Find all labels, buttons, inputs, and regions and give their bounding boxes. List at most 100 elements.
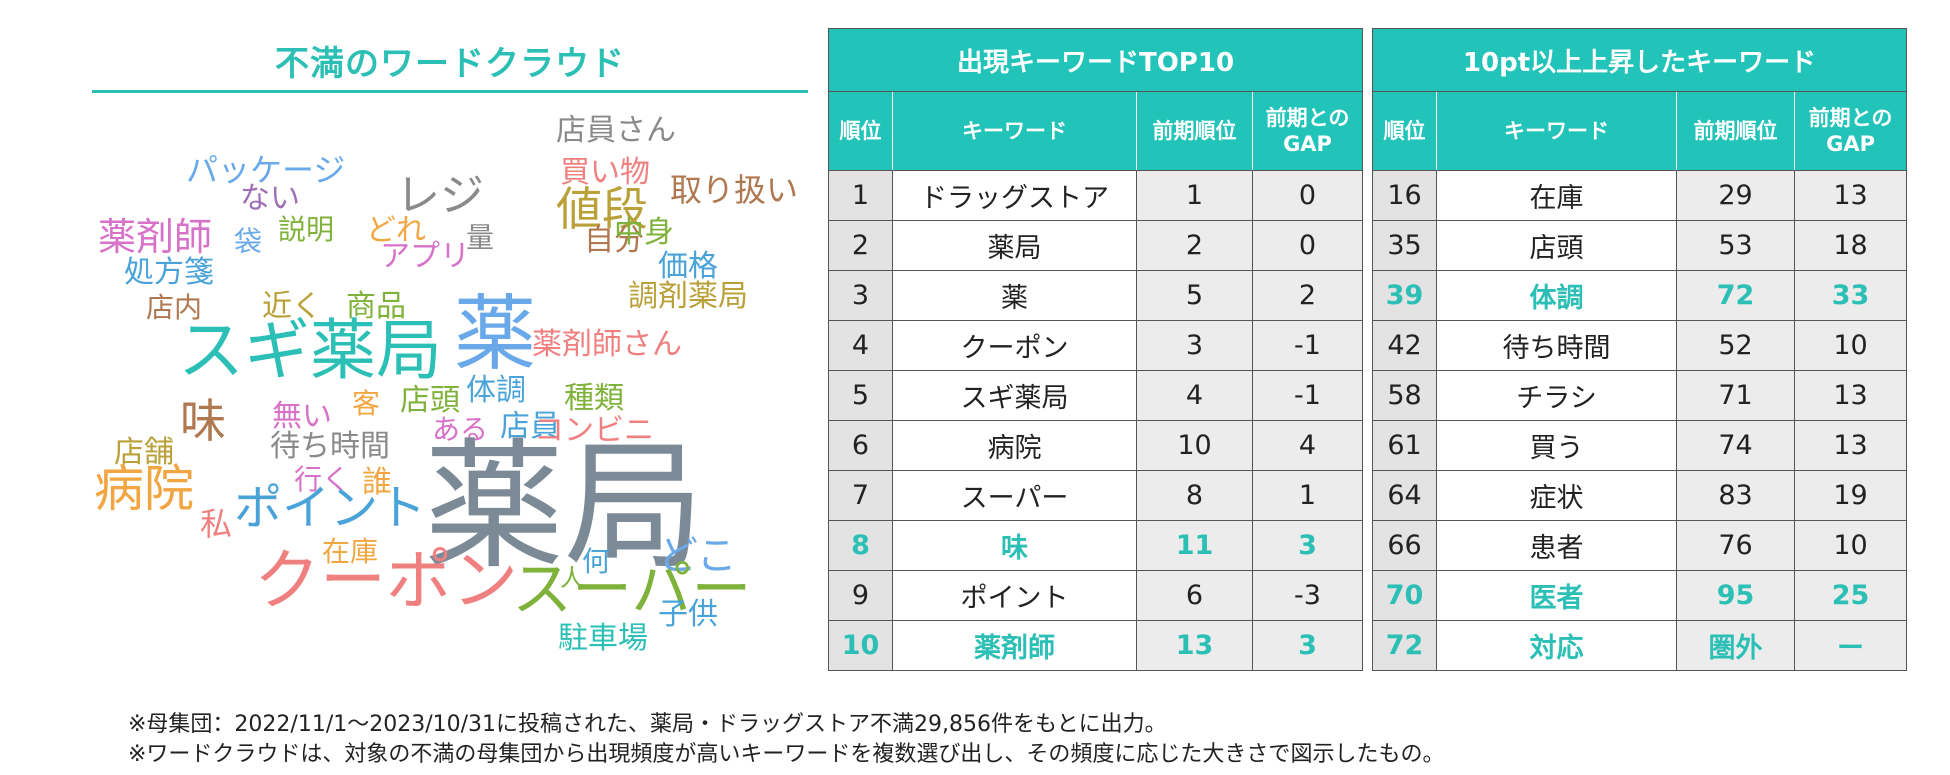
header-rank: 順位 xyxy=(828,91,893,171)
table-row: 6 病院 10 4 xyxy=(828,420,1364,471)
previous-rank-cell: 76 xyxy=(1676,520,1795,571)
table-row: 9 ポイント 6 -3 xyxy=(828,570,1364,621)
table-row: 66 患者 76 10 xyxy=(1372,520,1908,571)
word-cloud-divider xyxy=(92,90,808,93)
header-previous-rank: 前期順位 xyxy=(1676,91,1795,171)
top10-keywords-table: 出現キーワードTOP10 順位 キーワード 前期順位 前期との GAP 1 ドラッ… xyxy=(827,28,1364,671)
gap-cell: 19 xyxy=(1793,470,1908,521)
gap-cell: 33 xyxy=(1793,270,1908,321)
word-cloud-word: クーポン xyxy=(254,542,518,619)
word-cloud-word: 無い xyxy=(272,399,332,434)
gap-cell: 25 xyxy=(1793,570,1908,621)
word-cloud-word: 駐車場 xyxy=(558,621,648,656)
word-cloud-word: 値段 xyxy=(556,182,648,236)
previous-rank-cell: 6 xyxy=(1136,570,1253,621)
rank-cell: 42 xyxy=(1372,320,1437,371)
footnote-population: ※母集団：2022/11/1～2023/10/31に投稿された、薬局・ドラッグス… xyxy=(128,712,1167,737)
previous-rank-cell: 圏外 xyxy=(1676,620,1795,671)
word-cloud-word: 薬局 xyxy=(424,426,705,589)
gap-cell: 18 xyxy=(1793,220,1908,271)
previous-rank-cell: 5 xyxy=(1136,270,1253,321)
rank-cell: 35 xyxy=(1372,220,1437,271)
rank-cell: 2 xyxy=(828,220,893,271)
table-row: 16 在庫 29 13 xyxy=(1372,170,1908,221)
word-cloud-word: 店内 xyxy=(146,291,203,324)
table-row: 8 味 11 3 xyxy=(828,520,1364,571)
word-cloud-word: 味 xyxy=(180,394,226,448)
header-rank: 順位 xyxy=(1372,91,1437,171)
word-cloud-word: どれ xyxy=(366,213,426,248)
keyword-cell: 薬 xyxy=(892,270,1137,321)
gap-cell: 0 xyxy=(1251,170,1364,221)
word-cloud-word: 在庫 xyxy=(322,535,379,568)
word-cloud-word: 中身 xyxy=(614,215,674,250)
word-cloud-word: 商品 xyxy=(346,289,406,324)
word-cloud-word: 薬剤師さん xyxy=(532,327,682,362)
word-cloud-word: レジ xyxy=(396,170,484,221)
previous-rank-cell: 53 xyxy=(1676,220,1795,271)
table-row: 35 店頭 53 18 xyxy=(1372,220,1908,271)
word-cloud-word: 店員さん xyxy=(556,113,676,148)
rank-cell: 9 xyxy=(828,570,893,621)
previous-rank-cell: 74 xyxy=(1676,420,1795,471)
rank-cell: 61 xyxy=(1372,420,1437,471)
gap-cell: 13 xyxy=(1793,370,1908,421)
table-row: 4 クーポン 3 -1 xyxy=(828,320,1364,371)
word-cloud-word: ある xyxy=(432,413,489,446)
word-cloud-word: 処方箋 xyxy=(124,255,214,290)
rank-cell: 64 xyxy=(1372,470,1437,521)
header-gap: 前期との GAP xyxy=(1793,91,1908,171)
keyword-cell: ドラッグストア xyxy=(892,170,1137,221)
previous-rank-cell: 8 xyxy=(1136,470,1253,521)
keyword-cell: 味 xyxy=(892,520,1137,571)
gap-cell: 10 xyxy=(1793,320,1908,371)
rising-table-title: 10pt以上上昇したキーワード xyxy=(1371,28,1908,92)
previous-rank-cell: 95 xyxy=(1676,570,1795,621)
word-cloud-word: 薬剤師 xyxy=(98,215,213,259)
previous-rank-cell: 13 xyxy=(1136,620,1253,671)
keyword-cell: ポイント xyxy=(892,570,1137,621)
keyword-cell: スーパー xyxy=(892,470,1137,521)
header-gap: 前期との GAP xyxy=(1251,91,1364,171)
rank-cell: 16 xyxy=(1372,170,1437,221)
rising-keywords-table: 10pt以上上昇したキーワード 順位 キーワード 前期順位 前期との GAP 1… xyxy=(1371,28,1908,671)
word-cloud-word: 取り扱い xyxy=(670,171,799,209)
table-row: 70 医者 95 25 xyxy=(1372,570,1908,621)
word-cloud-word: どこ xyxy=(658,533,737,579)
word-cloud-word: 買い物 xyxy=(560,155,650,190)
top10-table-body: 1 ドラッグストア 1 0 2 薬局 2 0 3 薬 5 2 4 クーポン 3 -1 5 スギ薬局 4 -1 6 病院 10… xyxy=(828,170,1364,671)
header-previous-rank: 前期順位 xyxy=(1136,91,1253,171)
word-cloud-word: 体調 xyxy=(466,373,526,408)
keyword-cell: 医者 xyxy=(1436,570,1677,621)
word-cloud-word: 自分 xyxy=(584,223,644,258)
keyword-cell: 薬剤師 xyxy=(892,620,1137,671)
previous-rank-cell: 83 xyxy=(1676,470,1795,521)
table-row: 64 症状 83 19 xyxy=(1372,470,1908,521)
table-row: 39 体調 72 33 xyxy=(1372,270,1908,321)
rank-cell: 3 xyxy=(828,270,893,321)
word-cloud-word: スギ薬局 xyxy=(178,312,442,389)
rank-cell: 10 xyxy=(828,620,893,671)
previous-rank-cell: 2 xyxy=(1136,220,1253,271)
word-cloud-word: 近く xyxy=(262,289,322,324)
rank-cell: 66 xyxy=(1372,520,1437,571)
word-cloud-word: アプリ xyxy=(380,239,470,274)
word-cloud-word: 袋 xyxy=(234,225,263,258)
word-cloud-word: コンビニ xyxy=(534,413,654,448)
word-cloud-word: 行く xyxy=(294,463,351,496)
rank-cell: 1 xyxy=(828,170,893,221)
gap-cell: -1 xyxy=(1251,370,1364,421)
word-cloud-word: 店員 xyxy=(500,409,560,444)
previous-rank-cell: 4 xyxy=(1136,370,1253,421)
table-row: 72 対応 圏外ー xyxy=(1372,620,1908,671)
previous-rank-cell: 29 xyxy=(1676,170,1795,221)
word-cloud-word: 人 xyxy=(560,564,584,592)
rising-table-body: 16 在庫 29 13 35 店頭 53 18 39 体調 72 33 42 待ち時間 52 10 58 チラシ 7… xyxy=(1372,170,1908,671)
word-cloud-word: スーパー xyxy=(512,555,752,625)
table-row: 1 ドラッグストア 1 0 xyxy=(828,170,1364,221)
rank-cell: 6 xyxy=(828,420,893,471)
gap-cell: -1 xyxy=(1251,320,1364,371)
table-row: 61 買う 74 13 xyxy=(1372,420,1908,471)
keyword-cell: クーポン xyxy=(892,320,1137,371)
